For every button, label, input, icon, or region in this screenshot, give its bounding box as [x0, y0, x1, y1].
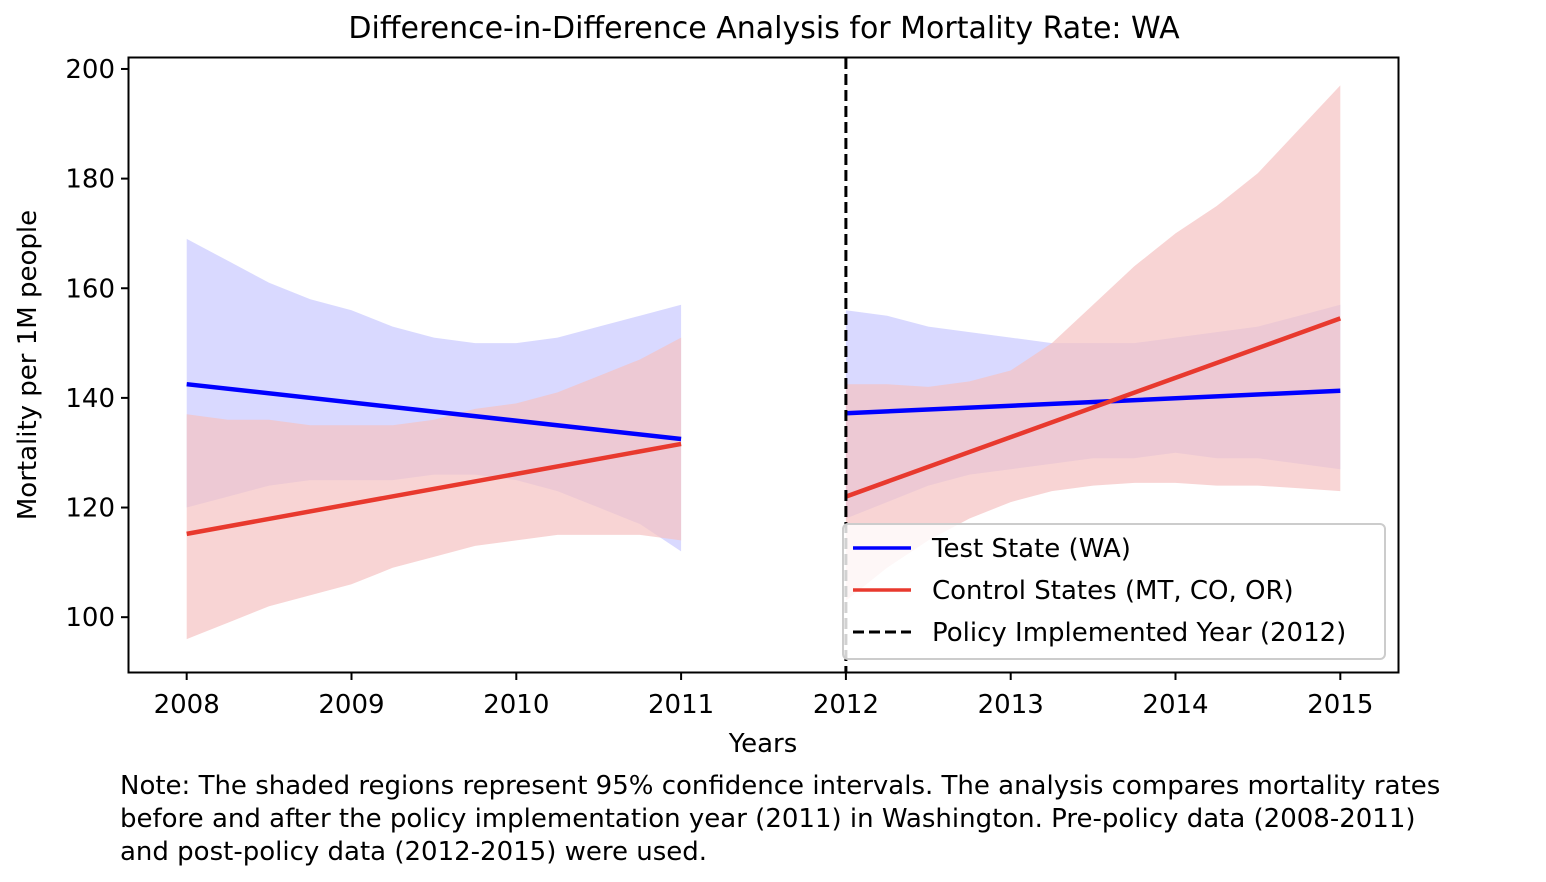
note-line-1: Note: The shaded regions represent 95% c… [120, 771, 1441, 801]
y-tick-label: 160 [65, 274, 115, 304]
y-axis-ticks: 100 120 140 160 180 200 [65, 55, 129, 633]
trend-line-series-1-segment-2 [845, 388, 1341, 416]
x-tick-label: 2009 [318, 690, 384, 720]
legend-label: Control States (MT, CO, OR) [932, 576, 1294, 606]
ci-band-series-2-segment-2 [845, 85, 1341, 601]
did-chart: Difference-in-Difference Analysis for Mo… [13, 11, 1400, 759]
x-tick-label: 2014 [1142, 690, 1208, 720]
x-tick-label: 2012 [813, 690, 879, 720]
x-axis-label: Years [728, 729, 798, 759]
y-axis-label: Mortality per 1M people [13, 210, 43, 520]
figure-note: Note: The shaded regions represent 95% c… [120, 770, 1540, 869]
y-tick-label: 200 [65, 55, 115, 85]
x-tick-label: 2013 [978, 690, 1044, 720]
note-line-2: before and after the policy implementati… [120, 804, 1416, 834]
trend-line-series-2-segment-1 [186, 441, 682, 537]
trend-line-series-1-segment-1 [186, 381, 682, 442]
chart-title: Difference-in-Difference Analysis for Mo… [348, 11, 1180, 46]
x-tick-label: 2010 [483, 690, 549, 720]
confidence-bands [186, 85, 1341, 640]
trend-lines [186, 316, 1342, 537]
x-tick-label: 2008 [154, 690, 220, 720]
x-tick-label: 2015 [1307, 690, 1373, 720]
legend-label: Test State (WA) [931, 534, 1131, 564]
y-tick-label: 180 [65, 165, 115, 195]
legend-box [842, 523, 1386, 660]
plot-frame [127, 56, 1400, 674]
legend: Test State (WA) Control States (MT, CO, O… [842, 523, 1386, 660]
x-axis-ticks: 2008 2009 2010 2011 2012 2013 2014 2015 [154, 672, 1373, 720]
y-tick-label: 140 [65, 384, 115, 414]
legend-label: Policy Implemented Year (2012) [932, 618, 1346, 648]
y-tick-label: 100 [65, 603, 115, 633]
note-line-3: and post-policy data (2012-2015) were us… [120, 837, 708, 867]
x-tick-label: 2011 [648, 690, 714, 720]
y-tick-label: 120 [65, 494, 115, 524]
trend-line-series-2-segment-2 [845, 316, 1342, 499]
